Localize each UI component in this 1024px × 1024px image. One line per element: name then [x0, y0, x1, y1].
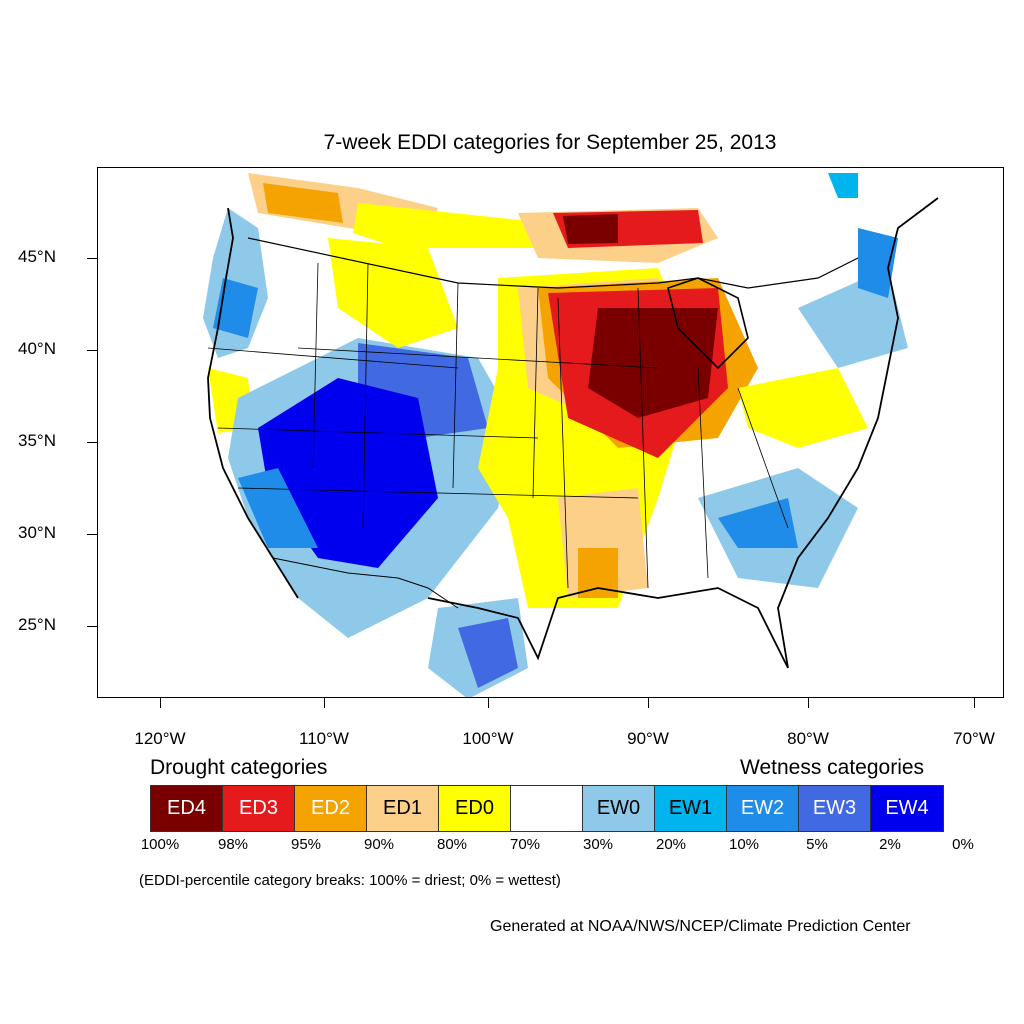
- legend-break-label: 0%: [952, 836, 974, 853]
- lat-label-40: 40°N: [18, 339, 56, 358]
- legend-break-label: 95%: [290, 836, 322, 853]
- legend-swatch-ed2: ED2: [295, 786, 367, 831]
- legend-swatch-ew2: EW2: [727, 786, 799, 831]
- pacific-coastline: [207, 207, 299, 599]
- region-ew2-arizona: [238, 468, 318, 548]
- legend-break-label: 70%: [509, 836, 541, 853]
- region-ed0-great-plains-west: [328, 238, 458, 348]
- legend-swatch-ed3: ED3: [223, 786, 295, 831]
- legend-swatch-ew4: EW4: [871, 786, 943, 831]
- legend-break-label: 90%: [363, 836, 395, 853]
- region-ew2-southeast: [718, 498, 798, 548]
- great-lakes: [667, 277, 749, 370]
- lat-tick-45: [87, 258, 97, 259]
- map-title: 7-week EDDI categories for September 25,…: [323, 131, 777, 154]
- lon-label-90: 90°W: [627, 729, 669, 748]
- legend-break-label: 100%: [140, 836, 180, 853]
- legend-break-label: 98%: [217, 836, 249, 853]
- credit-line: Generated at NOAA/NWS/NCEP/Climate Predi…: [490, 918, 911, 935]
- region-ed4-ontario: [563, 214, 618, 244]
- map-area: [97, 167, 1004, 698]
- legend-swatch-ed0: ED0: [439, 786, 511, 831]
- legend-swatch-ed4: ED4: [151, 786, 223, 831]
- lat-tick-25: [87, 626, 97, 627]
- lat-label-35: 35°N: [18, 431, 56, 450]
- lon-label-80: 80°W: [787, 729, 829, 748]
- gulf-coastline: [427, 587, 789, 669]
- lat-label-45: 45°N: [18, 247, 56, 266]
- lon-label-100: 100°W: [462, 729, 514, 748]
- legend-swatch-ew0: EW0: [583, 786, 655, 831]
- legend-break-label: 30%: [582, 836, 614, 853]
- region-ew3-texas: [458, 618, 518, 688]
- state-boundaries: [207, 262, 789, 589]
- region-ed2-louisiana: [578, 548, 618, 598]
- region-ed2-canada-west: [263, 183, 343, 223]
- lat-tick-40: [87, 350, 97, 351]
- legend-break-label: 2%: [879, 836, 901, 853]
- legend-colorbar: ED4 ED3 ED2 ED1 ED0 EW0 EW1 EW2 EW3 EW4: [150, 785, 944, 832]
- legend-break-label: 5%: [806, 836, 828, 853]
- lon-tick-100: [488, 698, 489, 708]
- lon-label-110: 110°W: [299, 729, 349, 748]
- lat-label-30: 30°N: [18, 523, 56, 542]
- lat-tick-30: [87, 534, 97, 535]
- drought-heading: Drought categories: [150, 756, 328, 779]
- region-ed0-canada: [353, 203, 558, 248]
- legend-swatch-ew3: EW3: [799, 786, 871, 831]
- us-canada-border: [247, 237, 859, 289]
- lon-tick-110: [324, 698, 325, 708]
- legend-break-label: 10%: [728, 836, 760, 853]
- legend-swatch-neutral: [511, 786, 583, 831]
- lon-tick-80: [808, 698, 809, 708]
- lon-tick-70: [974, 698, 975, 708]
- region-ed0-east: [738, 368, 868, 448]
- lon-tick-90: [648, 698, 649, 708]
- lat-tick-35: [87, 442, 97, 443]
- wetness-heading: Wetness categories: [740, 756, 925, 779]
- legend-break-label: 80%: [436, 836, 468, 853]
- eddi-map: [193, 168, 1003, 697]
- mexico-border: [272, 557, 459, 609]
- atlantic-coastline: [777, 197, 939, 669]
- region-ew1-quebec: [828, 173, 858, 198]
- region-ew2-northeast: [858, 228, 898, 298]
- lat-label-25: 25°N: [18, 615, 56, 634]
- legend-break-label: 20%: [655, 836, 687, 853]
- legend-swatch-ew1: EW1: [655, 786, 727, 831]
- lon-label-120: 120°W: [134, 729, 186, 748]
- lon-label-70: 70°W: [953, 729, 995, 748]
- category-note: (EDDI-percentile category breaks: 100% =…: [139, 872, 561, 889]
- legend-swatch-ed1: ED1: [367, 786, 439, 831]
- lon-tick-120: [160, 698, 161, 708]
